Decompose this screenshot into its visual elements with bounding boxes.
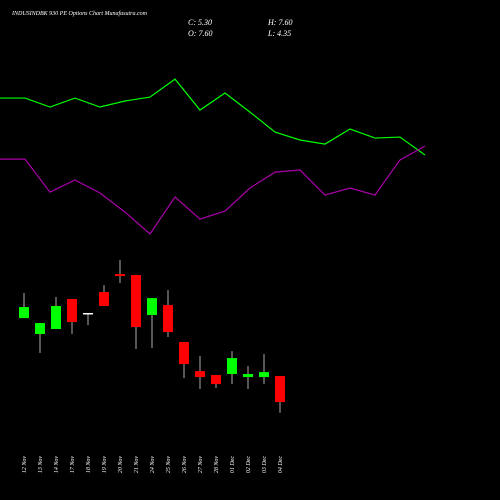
x-tick-label: 04 Dec (277, 456, 284, 473)
ohlc-open: O: 7.60 (188, 29, 212, 38)
x-tick-label: 21 Nov (134, 456, 140, 474)
candle-body (163, 305, 173, 333)
x-tick-label: 01 Dec (230, 456, 236, 473)
ohlc-low: L: 4.35 (267, 29, 291, 38)
x-tick-label: 26 Nov (182, 456, 188, 474)
candle-body (211, 375, 221, 385)
candle-body (227, 358, 237, 375)
indicator-line (0, 78, 426, 156)
x-tick-label: 03 Dec (262, 456, 268, 473)
candle-body (115, 274, 125, 277)
x-tick-label: 18 Nov (86, 456, 92, 474)
candle-body (35, 323, 45, 335)
x-tick-label: 12 Nov (22, 456, 28, 474)
candle-body (19, 307, 29, 319)
chart-title: INDUSINDBK 930 PE Options Chart Munafasu… (11, 10, 148, 17)
candle-body (83, 312, 93, 315)
x-tick-label: 28 Nov (214, 456, 220, 474)
x-tick-label: 20 Nov (118, 456, 124, 474)
indicator-line (0, 145, 426, 235)
candle-body (147, 298, 157, 316)
candle-body (243, 374, 253, 378)
candle-body (131, 275, 141, 328)
x-tick-label: 02 Dec (246, 456, 252, 473)
x-tick-label: 25 Nov (166, 456, 172, 474)
candle-body (99, 292, 109, 306)
x-tick-label: 19 Nov (102, 456, 108, 474)
ohlc-close: C: 5.30 (188, 18, 212, 27)
candle-body (275, 376, 285, 403)
candle-body (195, 371, 205, 378)
x-tick-label: 24 Nov (149, 456, 156, 474)
ohlc-high: H: 7.60 (267, 18, 292, 27)
candle-body (67, 298, 77, 323)
x-tick-label: 27 Nov (198, 456, 204, 474)
x-tick-label: 14 Nov (53, 456, 60, 474)
candle-body (179, 342, 189, 365)
candle-body (259, 372, 269, 378)
candle-body (51, 305, 61, 330)
x-tick-label: 17 Nov (70, 456, 76, 474)
x-tick-label: 13 Nov (38, 456, 44, 474)
